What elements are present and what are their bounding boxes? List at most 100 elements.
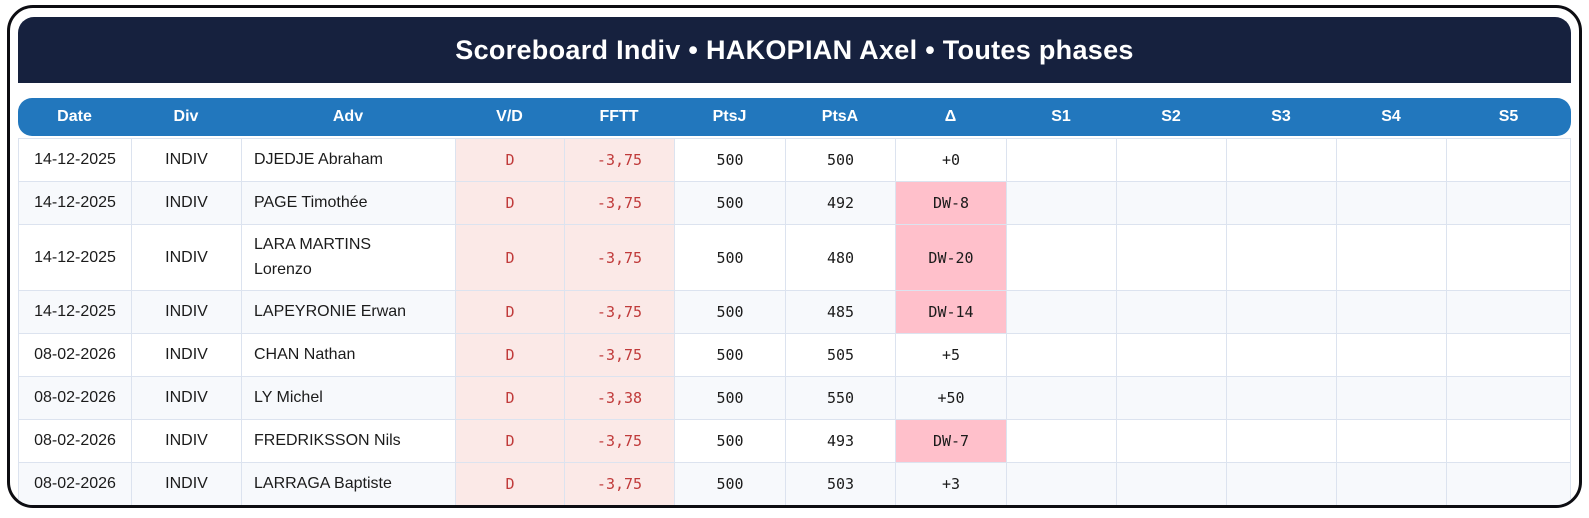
cell-div: INDIV — [132, 139, 242, 182]
cell-ptsa: 493 — [786, 420, 896, 463]
column-header-ptsa: PtsA — [821, 108, 859, 125]
cell-adv: LARA MARTINS Lorenzo — [242, 225, 456, 291]
cell-fftt: -3,75 — [565, 291, 675, 334]
column-header-s3: S3 — [1271, 108, 1291, 125]
cell-date: 14-12-2025 — [19, 139, 132, 182]
cell-delta: DW-7 — [896, 420, 1007, 463]
cell-s5 — [1447, 139, 1571, 182]
page-title: Scoreboard Indiv • HAKOPIAN Axel • Toute… — [455, 34, 1134, 65]
cell-delta: DW-8 — [896, 182, 1007, 225]
table-row: 14-12-2025 INDIV LARA MARTINS Lorenzo D … — [19, 225, 1571, 291]
table-row: 14-12-2025 INDIV DJEDJE Abraham D -3,75 … — [19, 139, 1571, 182]
table-row: 08-02-2026 INDIV LARRAGA Baptiste D -3,7… — [19, 463, 1571, 505]
cell-ptsj: 500 — [675, 377, 786, 420]
cell-div: INDIV — [132, 420, 242, 463]
cell-s1 — [1007, 182, 1117, 225]
cell-s5 — [1447, 463, 1571, 505]
cell-s3 — [1227, 291, 1337, 334]
cell-delta: +50 — [896, 377, 1007, 420]
column-header-s1: S1 — [1051, 108, 1071, 125]
cell-date: 08-02-2026 — [19, 334, 132, 377]
cell-vd: D — [456, 377, 565, 420]
cell-fftt: -3,75 — [565, 182, 675, 225]
column-header-adv: Adv — [332, 108, 364, 125]
cell-delta: +0 — [896, 139, 1007, 182]
cell-vd: D — [456, 334, 565, 377]
cell-adv: FREDRIKSSON Nils — [242, 420, 456, 463]
cell-div: INDIV — [132, 225, 242, 291]
cell-s4 — [1337, 334, 1447, 377]
cell-date: 14-12-2025 — [19, 182, 132, 225]
cell-s2 — [1117, 463, 1227, 505]
cell-adv: PAGE Timothée — [242, 182, 456, 225]
cell-div: INDIV — [132, 463, 242, 505]
cell-s3 — [1227, 463, 1337, 505]
cell-s1 — [1007, 420, 1117, 463]
cell-s5 — [1447, 225, 1571, 291]
cell-s3 — [1227, 182, 1337, 225]
cell-s3 — [1227, 139, 1337, 182]
cell-div: INDIV — [132, 334, 242, 377]
column-header-s5: S5 — [1498, 108, 1519, 125]
cell-ptsj: 500 — [675, 225, 786, 291]
cell-vd: D — [456, 291, 565, 334]
cell-delta: +5 — [896, 334, 1007, 377]
cell-s4 — [1337, 139, 1447, 182]
cell-s4 — [1337, 291, 1447, 334]
cell-s4 — [1337, 420, 1447, 463]
cell-s2 — [1117, 420, 1227, 463]
cell-ptsj: 500 — [675, 334, 786, 377]
cell-s2 — [1117, 225, 1227, 291]
cell-fftt: -3,75 — [565, 139, 675, 182]
cell-vd: D — [456, 182, 565, 225]
cell-s2 — [1117, 377, 1227, 420]
cell-fftt: -3,38 — [565, 377, 675, 420]
cell-date: 14-12-2025 — [19, 225, 132, 291]
cell-ptsa: 500 — [786, 139, 896, 182]
cell-date: 08-02-2026 — [19, 420, 132, 463]
cell-s3 — [1227, 377, 1337, 420]
table-row: 08-02-2026 INDIV LY Michel D -3,38 500 5… — [19, 377, 1571, 420]
cell-delta: DW-20 — [896, 225, 1007, 291]
cell-ptsa: 550 — [786, 377, 896, 420]
cell-s5 — [1447, 182, 1571, 225]
cell-s2 — [1117, 291, 1227, 334]
cell-s4 — [1337, 377, 1447, 420]
cell-ptsj: 500 — [675, 291, 786, 334]
cell-s1 — [1007, 139, 1117, 182]
cell-ptsj: 500 — [675, 139, 786, 182]
table-body: 14-12-2025 INDIV DJEDJE Abraham D -3,75 … — [18, 138, 1571, 505]
cell-vd: D — [456, 139, 565, 182]
cell-fftt: -3,75 — [565, 334, 675, 377]
cell-s3 — [1227, 334, 1337, 377]
cell-ptsa: 505 — [786, 334, 896, 377]
cell-ptsa: 503 — [786, 463, 896, 505]
cell-s2 — [1117, 334, 1227, 377]
cell-s1 — [1007, 334, 1117, 377]
cell-ptsj: 500 — [675, 463, 786, 505]
cell-adv: LARRAGA Baptiste — [242, 463, 456, 505]
cell-vd: D — [456, 463, 565, 505]
cell-s1 — [1007, 463, 1117, 505]
cell-fftt: -3,75 — [565, 420, 675, 463]
cell-fftt: -3,75 — [565, 463, 675, 505]
scoreboard-card: Scoreboard Indiv • HAKOPIAN Axel • Toute… — [7, 5, 1582, 508]
title-banner: Scoreboard Indiv • HAKOPIAN Axel • Toute… — [18, 17, 1571, 83]
cell-date: 14-12-2025 — [19, 291, 132, 334]
cell-adv: DJEDJE Abraham — [242, 139, 456, 182]
cell-date: 08-02-2026 — [19, 377, 132, 420]
cell-s2 — [1117, 139, 1227, 182]
cell-s1 — [1007, 225, 1117, 291]
cell-ptsa: 485 — [786, 291, 896, 334]
table-row: 08-02-2026 INDIV CHAN Nathan D -3,75 500… — [19, 334, 1571, 377]
cell-ptsa: 492 — [786, 182, 896, 225]
table-row: 14-12-2025 INDIV PAGE Timothée D -3,75 5… — [19, 182, 1571, 225]
cell-div: INDIV — [132, 291, 242, 334]
cell-s4 — [1337, 182, 1447, 225]
cell-s2 — [1117, 182, 1227, 225]
cell-s1 — [1007, 377, 1117, 420]
cell-fftt: -3,75 — [565, 225, 675, 291]
cell-vd: D — [456, 225, 565, 291]
column-header-s4: S4 — [1381, 108, 1401, 125]
cell-s5 — [1447, 291, 1571, 334]
